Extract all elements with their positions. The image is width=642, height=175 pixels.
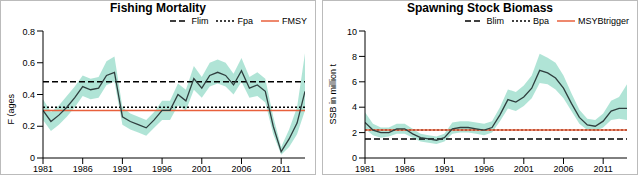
- html-text:Flim: Flim: [191, 16, 209, 26]
- svg-text:6: 6: [352, 77, 357, 87]
- svg-text:1991: 1991: [434, 164, 454, 174]
- svg-text:0.8: 0.8: [22, 27, 35, 37]
- svg-text:2006: 2006: [553, 164, 573, 174]
- html-text:Fishing Mortality: Fishing Mortality: [110, 1, 206, 15]
- html-text:Fpa: Fpa: [237, 16, 253, 26]
- svg-text:1986: 1986: [395, 164, 415, 174]
- html-text:MSYBtrigger: MSYBtrigger: [578, 16, 629, 26]
- svg-text:8: 8: [352, 52, 357, 62]
- svg-text:0: 0: [30, 153, 35, 163]
- svg-text:1981: 1981: [355, 164, 375, 174]
- svg-text:1986: 1986: [73, 164, 93, 174]
- svg-text:2011: 2011: [594, 164, 613, 174]
- svg-text:0: 0: [352, 153, 357, 163]
- svg-text:0.4: 0.4: [22, 90, 35, 100]
- svg-text:1981: 1981: [33, 164, 53, 174]
- html-text:Blim: Blim: [486, 16, 504, 26]
- svg-text:2: 2: [352, 128, 357, 138]
- svg-text:0.6: 0.6: [22, 58, 35, 68]
- svg-text:2001: 2001: [192, 164, 212, 174]
- svg-text:1996: 1996: [152, 164, 172, 174]
- svg-text:1996: 1996: [474, 164, 494, 174]
- html-text:Bpa: Bpa: [533, 16, 549, 26]
- svg-text:10: 10: [347, 27, 357, 37]
- svg-text:2011: 2011: [272, 164, 291, 174]
- svg-text:4: 4: [352, 102, 357, 112]
- svg-text:SSB in million t: SSB in million t: [328, 63, 338, 124]
- svg-text:1991: 1991: [112, 164, 132, 174]
- svg-text:0.2: 0.2: [22, 121, 35, 131]
- html-text:FMSY: FMSY: [282, 16, 307, 26]
- svg-text:2006: 2006: [231, 164, 251, 174]
- html-text:Spawning Stock Biomass: Spawning Stock Biomass: [407, 1, 553, 15]
- svg-text:F (ages: F (ages: [8, 93, 16, 124]
- svg-text:2001: 2001: [514, 164, 534, 174]
